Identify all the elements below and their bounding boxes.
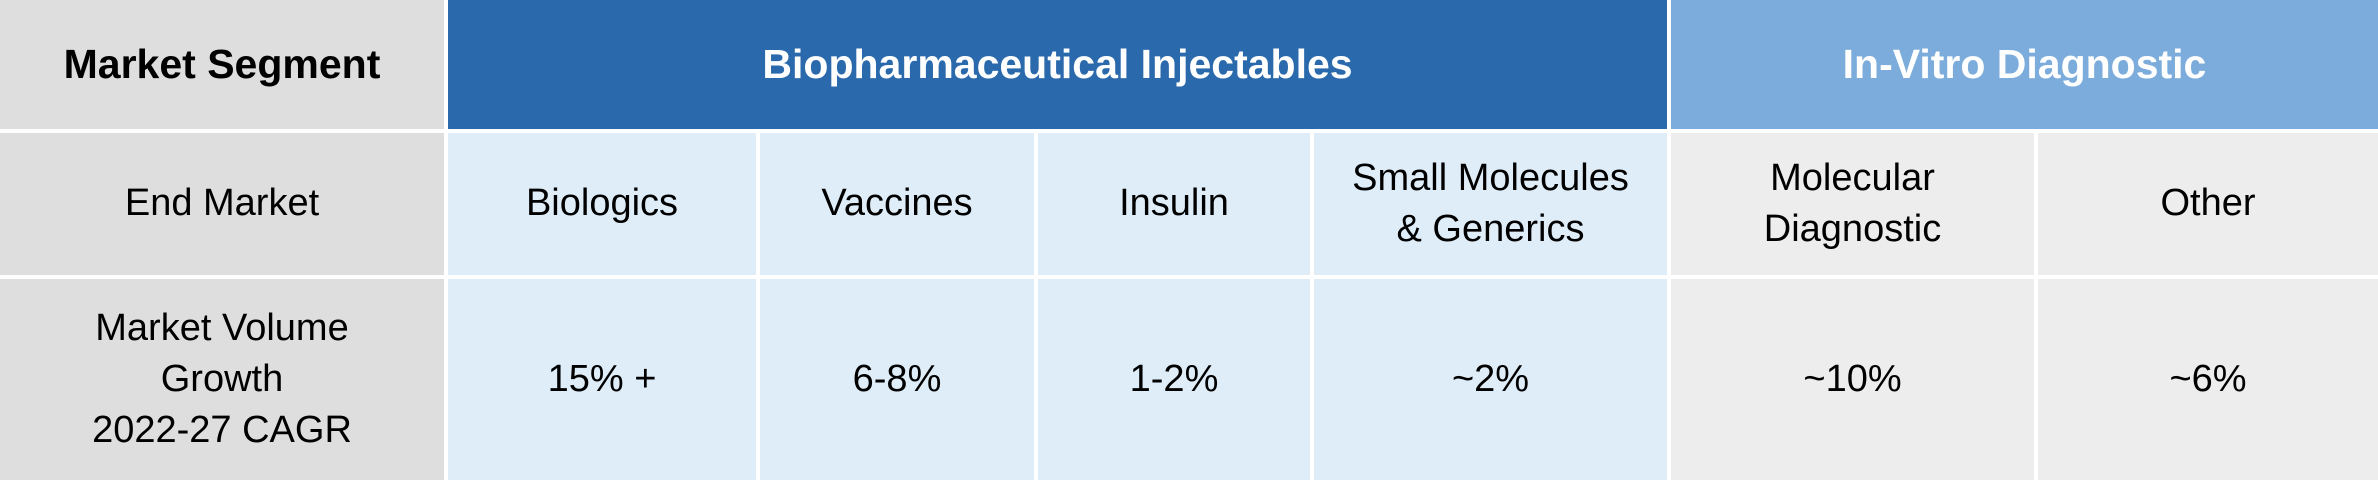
growth-vaccines: 6-8% (760, 279, 1038, 480)
market-segment-label: Market Segment (0, 0, 448, 133)
growth-label: Market Volume Growth 2022-27 CAGR (0, 279, 448, 480)
growth-other: ~6% (2038, 279, 2378, 480)
in-vitro-diagnostic-header: In-Vitro Diagnostic (1671, 0, 2378, 133)
end-market-biologics: Biologics (448, 133, 760, 279)
end-market-vaccines: Vaccines (760, 133, 1038, 279)
biopharmaceutical-injectables-header: Biopharmaceutical Injectables (448, 0, 1671, 133)
growth-insulin: 1-2% (1038, 279, 1314, 480)
end-market-insulin: Insulin (1038, 133, 1314, 279)
growth-biologics: 15% + (448, 279, 760, 480)
end-market-other: Other (2038, 133, 2378, 279)
end-market-small-molecules: Small Molecules & Generics (1314, 133, 1671, 279)
growth-molecular-diagnostic: ~10% (1671, 279, 2038, 480)
end-market-label: End Market (0, 133, 448, 279)
growth-small-molecules: ~2% (1314, 279, 1671, 480)
end-market-molecular-diagnostic: Molecular Diagnostic (1671, 133, 2038, 279)
